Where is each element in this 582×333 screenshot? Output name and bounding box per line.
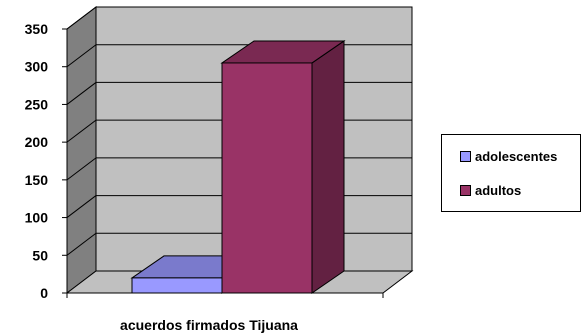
- y-tick-label: 0: [40, 285, 48, 301]
- gridline-side: [66, 44, 97, 68]
- x-axis-label: acuerdos firmados Tijuana: [120, 317, 298, 333]
- gridline-side: [66, 6, 97, 30]
- y-tick-label: 350: [25, 21, 49, 37]
- bar-adolescentes: [131, 277, 223, 294]
- y-tick-label: 50: [32, 247, 48, 263]
- legend: adolescentes adultos: [441, 134, 581, 212]
- legend-label-adultos: adultos: [475, 183, 522, 198]
- y-tick-label: 200: [25, 134, 49, 150]
- legend-item-adultos: adultos: [460, 183, 521, 198]
- legend-swatch-adultos: [460, 185, 471, 196]
- y-tick-label: 250: [25, 96, 49, 112]
- legend-label-adolescentes: adolescentes: [475, 149, 558, 164]
- side-wall: [66, 5, 97, 295]
- gridline-side: [66, 232, 97, 256]
- gridline-side: [66, 157, 97, 181]
- bar-adultos: [221, 62, 313, 294]
- y-tick-label: 150: [25, 172, 49, 188]
- gridline-side: [66, 195, 97, 218]
- legend-item-adolescentes: adolescentes: [460, 149, 557, 164]
- y-tick-label: 100: [25, 210, 49, 226]
- gridline-side: [66, 82, 97, 105]
- bar-side-adultos: [311, 39, 345, 294]
- gridline-side: [66, 119, 97, 143]
- y-tick-label: 300: [25, 59, 49, 75]
- legend-swatch-adolescentes: [460, 151, 471, 162]
